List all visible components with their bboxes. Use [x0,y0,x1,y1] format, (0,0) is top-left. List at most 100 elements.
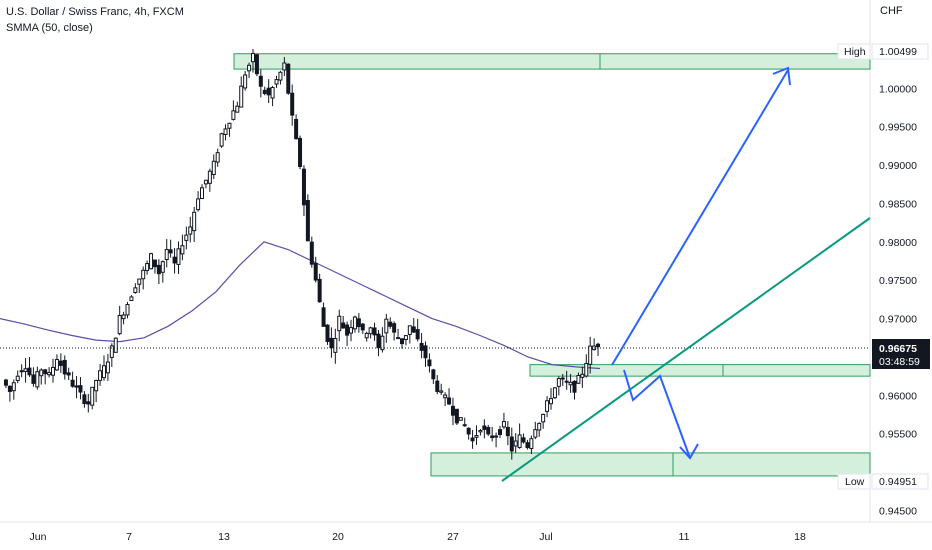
candle-body [286,63,291,94]
candle-body [129,296,134,302]
candle-layer [3,49,601,460]
candle [262,86,267,96]
candle-body [568,381,573,386]
candle-body [192,211,197,232]
candle-body [231,110,236,120]
candle-body [533,429,538,438]
candle-body [203,179,208,185]
candle-body [66,372,71,376]
candle [482,419,487,439]
candle [54,354,59,371]
bearish-arrow[interactable] [623,369,691,459]
candle [341,315,346,329]
candle [349,319,354,342]
candle-body [329,337,334,349]
candle [423,341,428,367]
candle [490,426,495,442]
candle-body [415,329,420,340]
price-tick-label: 0.98500 [879,198,917,210]
candle [592,338,597,351]
candle [560,373,565,387]
candle [82,391,87,408]
candle-body [529,438,534,449]
price-axis[interactable]: 1.00000 0.99500 0.99000 0.98500 0.98000 0.975… [879,83,917,517]
candle [356,313,361,333]
candle-body [62,359,67,375]
candle [576,372,581,384]
candle [376,330,381,357]
candle-body [392,323,397,333]
candle-body [239,85,244,108]
low-value-box [871,473,929,490]
candle [250,49,255,73]
candle-body [509,436,514,452]
time-axis[interactable]: Jun 7 13 20 27 Jul 11 18 [30,531,806,543]
candle [548,388,553,410]
candle [501,412,506,430]
candle-body [482,425,487,430]
candle-body [411,326,416,333]
candle [537,422,542,437]
candle [478,429,483,436]
candle [443,392,448,407]
candle [164,239,169,268]
candle-body [341,322,346,329]
candle-body [243,74,248,89]
candle [301,165,306,217]
candle-body [184,234,189,241]
candle [196,191,201,212]
candle [156,259,161,285]
candle-body [54,358,59,371]
candle-body [588,345,593,365]
candle [396,328,401,340]
bearish-arrowhead [679,443,699,460]
candle [129,295,134,302]
candle-body [19,370,24,373]
candle [380,327,385,353]
candle [517,423,522,449]
candle-body [552,387,557,399]
candle-body [188,226,193,235]
candle-body [3,379,8,386]
candle [329,327,334,358]
candle [419,332,424,359]
candle [152,259,157,274]
candle [435,375,440,395]
candle [3,378,8,388]
candle [121,311,126,325]
candle [454,408,459,426]
bullish-arrow[interactable] [611,69,789,366]
candle [407,325,412,344]
low-tag-label: Low [845,476,865,488]
candle-body [537,422,542,431]
candle [98,364,103,386]
low-zone [430,452,871,477]
low-marker: Low 0.94951 [837,473,929,490]
candle [62,355,67,380]
candle [200,184,205,200]
indicator-label[interactable]: SMMA (50, close) [6,22,93,34]
candle [439,383,444,396]
trendline[interactable] [501,217,871,482]
candle-body [39,369,44,377]
candle [360,323,365,334]
candle [584,354,589,378]
candle [474,425,479,445]
last-price-box [872,339,930,369]
candle-body [564,380,569,383]
candle-body [15,375,20,381]
time-tick-label: 11 [679,531,690,543]
symbol-title[interactable]: U.S. Dollar / Swiss Franc, 4h, FXCM [6,6,184,18]
candle [133,283,138,294]
candle-body [35,371,40,388]
candle [160,260,165,283]
candle-body [51,366,56,376]
candle-body [137,278,142,285]
candle [541,413,546,429]
candle-body [384,318,389,334]
candle [333,328,338,364]
candle-body [94,380,99,392]
candle [282,56,287,76]
candle [533,421,538,440]
